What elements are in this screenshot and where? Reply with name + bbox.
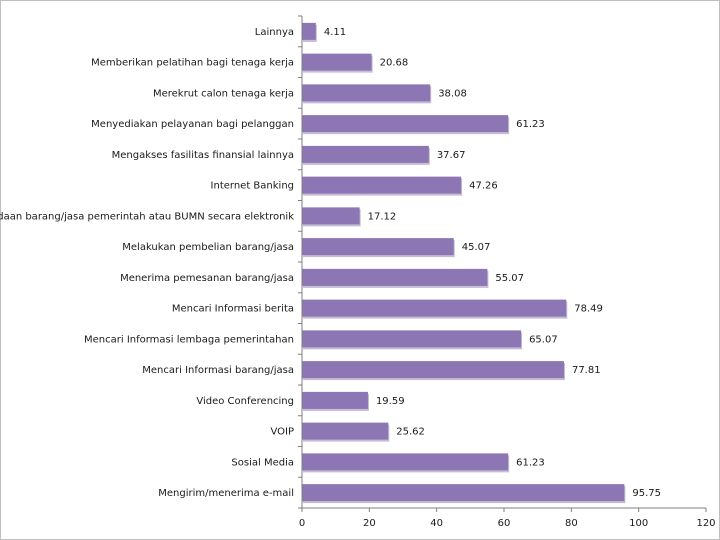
value-label: 4.11 <box>324 27 346 38</box>
category-label: Internet Banking <box>211 181 294 192</box>
value-label: 19.59 <box>376 396 405 407</box>
bar <box>302 330 522 348</box>
bar <box>302 53 372 71</box>
value-label: 95.75 <box>632 488 661 499</box>
bar <box>302 207 360 225</box>
value-label: 37.67 <box>437 150 466 161</box>
bar <box>302 422 389 440</box>
x-tick-label: 80 <box>565 518 578 529</box>
category-label: Mencari Informasi berita <box>172 304 294 315</box>
bar <box>302 484 625 502</box>
bar <box>302 115 509 133</box>
x-tick-label: 20 <box>363 518 376 529</box>
axes-layer <box>298 15 707 512</box>
category-label: Mencari Informasi barang/jasa <box>142 365 294 376</box>
value-label: 47.26 <box>469 181 498 192</box>
bar <box>302 176 462 194</box>
value-label: 78.49 <box>574 304 603 315</box>
bar <box>302 268 488 286</box>
x-tick-label: 60 <box>498 518 511 529</box>
x-tick-label: 0 <box>299 518 305 529</box>
value-label: 38.08 <box>438 88 467 99</box>
category-label: Melakukan pembelian barang/jasa <box>122 242 294 253</box>
value-label: 20.68 <box>380 58 409 69</box>
value-label: 17.12 <box>368 211 397 222</box>
bar <box>302 22 316 40</box>
category-label: Merekrut calon tenaga kerja <box>153 88 294 99</box>
value-label: 61.23 <box>516 119 545 130</box>
bar <box>302 299 567 317</box>
value-label: 45.07 <box>462 242 491 253</box>
value-label: 25.62 <box>396 427 425 438</box>
category-label: Menerima pemesanan barang/jasa <box>120 273 294 284</box>
bars-layer <box>302 22 626 504</box>
category-label: Sosial Media <box>231 457 294 468</box>
bar <box>302 361 564 379</box>
category-label: Video Conferencing <box>196 396 294 407</box>
value-label: 65.07 <box>529 334 558 345</box>
value-label: 77.81 <box>572 365 601 376</box>
bar <box>302 391 368 409</box>
x-tick-label: 120 <box>696 518 715 529</box>
category-label: Lainnya <box>255 27 294 38</box>
category-label: Mencari Informasi lembaga pemerintahan <box>84 334 294 345</box>
value-label: 61.23 <box>516 457 545 468</box>
x-tick-label: 40 <box>430 518 443 529</box>
category-label: VOIP <box>270 427 294 438</box>
bar <box>302 238 454 256</box>
category-label: Pengadaan barang/jasa pemerintah atau BU… <box>0 211 294 222</box>
category-label: Memberikan pelatihan bagi tenaga kerja <box>91 58 294 69</box>
bar <box>302 453 509 471</box>
bar <box>302 84 431 102</box>
category-label: Mengirim/menerima e-mail <box>158 488 294 499</box>
labels-layer: Lainnya 4.11 Memberikan pelatihan bagi ten… <box>0 27 716 529</box>
x-tick-label: 100 <box>629 518 648 529</box>
bar <box>302 145 429 163</box>
value-label: 55.07 <box>495 273 524 284</box>
category-label: Mengakses fasilitas finansial lainnya <box>112 150 294 161</box>
category-label: Menyediakan pelayanan bagi pelanggan <box>91 119 294 130</box>
